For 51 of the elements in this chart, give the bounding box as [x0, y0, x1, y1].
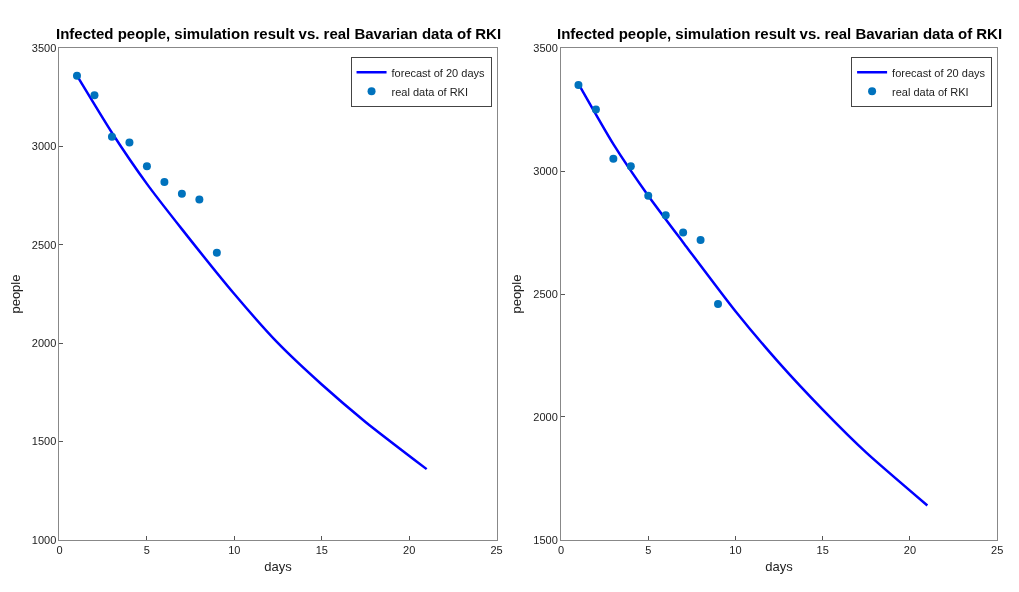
y-tick-label: 1500 — [31, 435, 57, 448]
point — [661, 211, 670, 220]
point — [177, 189, 186, 198]
legend-label: forecast of 20 days — [391, 66, 485, 79]
x-tick-label: 15 — [315, 544, 328, 557]
point — [626, 162, 635, 171]
x-tick-label: 15 — [816, 544, 829, 557]
y-tick-label: 3500 — [533, 41, 558, 54]
chart-title: Infected people, simulation result vs. real Bavarian data of RKI — [557, 25, 1003, 42]
y-tick-label: 3500 — [31, 41, 57, 54]
point — [609, 154, 618, 163]
point — [107, 132, 116, 141]
point — [160, 177, 169, 186]
x-tick-label: 10 — [228, 544, 241, 557]
x-tick-label: 5 — [143, 544, 150, 557]
point — [142, 162, 151, 171]
x-tick-label: 20 — [403, 544, 416, 557]
point — [591, 105, 600, 114]
x-tick-label: 25 — [991, 544, 1004, 557]
point — [90, 91, 99, 100]
y-tick-label: 1000 — [31, 533, 57, 546]
chart-title: Infected people, simulation result vs. real Bavarian data of RKI — [56, 25, 502, 42]
y-tick-label: 3000 — [533, 164, 558, 177]
y-tick-label: 2000 — [533, 410, 558, 423]
point — [644, 191, 653, 200]
x-axis-title: days — [765, 558, 794, 574]
point — [574, 81, 583, 90]
y-axis-title: people — [509, 274, 525, 314]
y-tick-label: 2500 — [533, 287, 558, 300]
legend-label: forecast of 20 days — [892, 66, 986, 79]
point — [696, 235, 705, 244]
point — [195, 195, 204, 204]
x-tick-label: 20 — [903, 544, 917, 557]
y-axis-title: people — [7, 274, 23, 314]
x-tick-label: 0 — [557, 544, 565, 557]
point — [125, 138, 134, 147]
point — [679, 228, 688, 237]
point — [72, 71, 81, 80]
y-tick-label: 2500 — [31, 238, 57, 251]
point — [714, 299, 723, 308]
y-tick-label: 3000 — [31, 140, 57, 153]
x-tick-label: 25 — [490, 544, 503, 557]
x-tick-label: 10 — [729, 544, 742, 557]
x-tick-label: 0 — [56, 544, 63, 557]
x-axis-title: days — [264, 558, 293, 574]
y-tick-label: 1500 — [533, 533, 558, 546]
x-tick-label: 5 — [645, 544, 652, 557]
legend-label: real data of RKI — [391, 85, 468, 98]
legend-label: real data of RKI — [892, 85, 969, 98]
point — [212, 248, 221, 257]
y-tick-label: 2000 — [31, 337, 57, 350]
